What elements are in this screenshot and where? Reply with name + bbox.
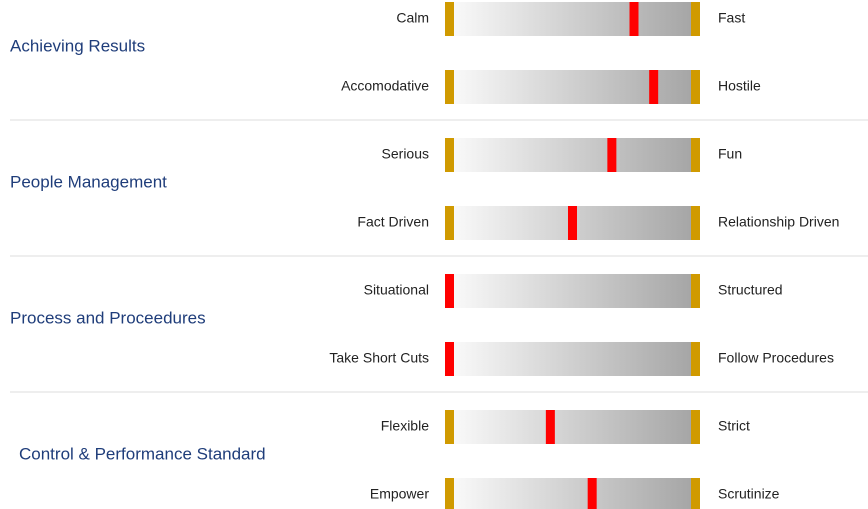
left-end — [445, 206, 454, 240]
section-title: Control & Performance Standard — [19, 444, 266, 463]
section-title: Process and Proceedures — [10, 308, 206, 327]
left-label: Accomodative — [341, 78, 429, 94]
marker — [445, 342, 454, 376]
section-title: Achieving Results — [10, 36, 145, 55]
track — [454, 410, 691, 444]
right-label: Relationship Driven — [718, 214, 839, 230]
marker — [568, 206, 577, 240]
right-end — [691, 342, 700, 376]
track — [454, 138, 691, 172]
right-label: Fun — [718, 146, 742, 162]
left-label: Empower — [370, 486, 429, 502]
left-end — [445, 138, 454, 172]
right-label: Hostile — [718, 78, 761, 94]
right-label: Follow Procedures — [718, 350, 834, 366]
section-title: People Management — [10, 172, 167, 191]
marker — [607, 138, 617, 172]
left-label: Situational — [364, 282, 429, 298]
left-label: Take Short Cuts — [329, 350, 429, 366]
right-end — [691, 70, 700, 104]
marker — [587, 478, 597, 509]
right-end — [691, 2, 700, 36]
left-end — [445, 2, 454, 36]
right-end — [691, 410, 700, 444]
right-end — [691, 478, 700, 509]
right-label: Scrutinize — [718, 486, 780, 502]
track — [454, 342, 691, 376]
left-label: Flexible — [381, 418, 429, 434]
marker — [545, 410, 555, 444]
right-end — [691, 274, 700, 308]
left-label: Fact Driven — [357, 214, 429, 230]
left-end — [445, 410, 454, 444]
right-end — [691, 138, 700, 172]
right-end — [691, 206, 700, 240]
track — [454, 2, 691, 36]
marker — [629, 2, 639, 36]
track — [454, 274, 691, 308]
right-label: Structured — [718, 282, 783, 298]
marker — [445, 274, 454, 308]
left-label: Serious — [382, 146, 429, 162]
marker — [649, 70, 659, 104]
left-end — [445, 478, 454, 509]
right-label: Fast — [718, 10, 745, 26]
right-label: Strict — [718, 418, 750, 434]
left-end — [445, 70, 454, 104]
track — [454, 478, 691, 509]
left-label: Calm — [396, 10, 429, 26]
